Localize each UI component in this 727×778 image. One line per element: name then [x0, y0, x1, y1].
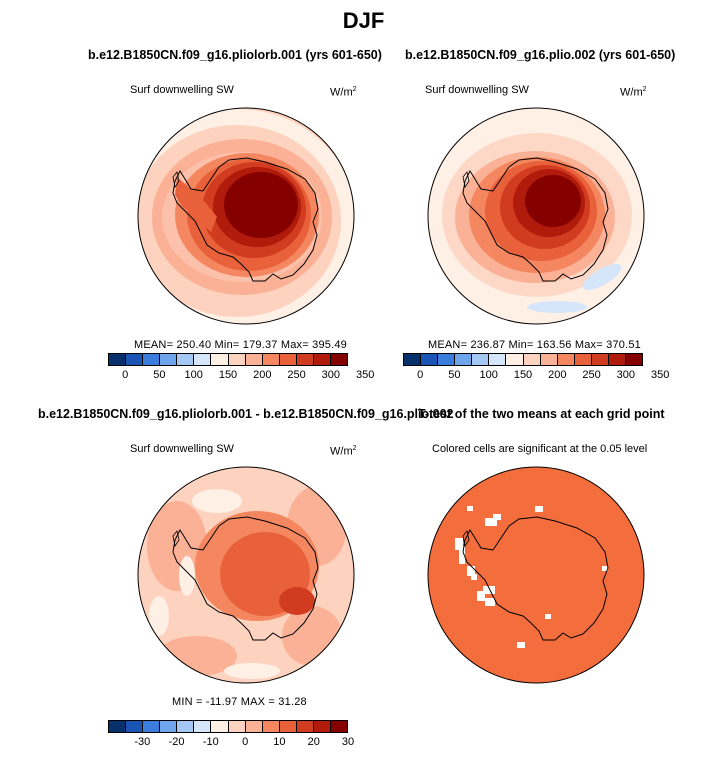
colorbar-swatch: [626, 354, 643, 365]
colorbar-3-swatches: [108, 720, 348, 733]
colorbar-tick-label: 150: [513, 369, 533, 381]
colorbar-swatch: [109, 721, 127, 732]
colorbar-swatch: [489, 354, 507, 365]
panel-2-map: [427, 107, 645, 325]
colorbar-swatch: [143, 721, 161, 732]
colorbar-tick-label: -30: [134, 736, 151, 748]
panel-3-units: W/m2: [330, 445, 357, 458]
panel-1-title: b.e12.B1850CN.f09_g16.pliolorb.001 (yrs …: [88, 48, 382, 62]
colorbar-swatch: [228, 354, 246, 365]
colorbar-3: -30 -20 -10 0 10 20 30: [108, 720, 354, 748]
panel-2-units: W/m2: [620, 86, 647, 99]
colorbar-tick-label: 20: [307, 736, 320, 748]
colorbar-swatch: [262, 354, 280, 365]
colorbar-swatch: [331, 354, 348, 365]
colorbar-tick-label: 50: [153, 369, 166, 381]
colorbar-2-ticks: 0 50 100 150 200 250 300 350: [403, 366, 669, 381]
panel-2-stats: MEAN= 236.87 Min= 163.56 Max= 370.51: [428, 339, 641, 351]
colorbar-swatch: [143, 354, 161, 365]
colorbar-tick-label: 200: [548, 369, 567, 381]
colorbar-swatch: [211, 721, 229, 732]
colorbar-tick-label: -10: [202, 736, 219, 748]
panel-1-map: [137, 107, 355, 325]
panel-2-variable-label: Surf downwelling SW: [425, 84, 529, 96]
colorbar-tick-label: 10: [273, 736, 286, 748]
panel-4-map: [427, 466, 645, 684]
colorbar-2: 0 50 100 150 200 250 300 350: [403, 353, 669, 381]
panel-1-variable-label: Surf downwelling SW: [130, 84, 234, 96]
panel-1-stats: MEAN= 250.40 Min= 179.37 Max= 395.49: [134, 339, 347, 351]
colorbar-swatch: [296, 721, 314, 732]
colorbar-tick-label: 350: [355, 369, 375, 381]
colorbar-swatch: [126, 721, 144, 732]
colorbar-swatch: [279, 354, 297, 365]
colorbar-swatch: [160, 721, 178, 732]
panel-4-variable-label: Colored cells are significant at the 0.0…: [432, 443, 648, 455]
colorbar-3-ticks: -30 -20 -10 0 10 20 30: [108, 733, 354, 748]
colorbar-swatch: [404, 354, 422, 365]
panel-3-stats: MIN = -11.97 MAX = 31.28: [172, 696, 307, 708]
colorbar-tick-label: 350: [650, 369, 670, 381]
colorbar-tick-label: 250: [287, 369, 306, 381]
panel-3-variable-label: Surf downwelling SW: [130, 443, 234, 455]
colorbar-tick-label: 100: [184, 369, 203, 381]
colorbar-swatch: [109, 354, 127, 365]
colorbar-swatch: [557, 354, 575, 365]
colorbar-swatch: [313, 721, 332, 732]
colorbar-1-swatches: [108, 353, 348, 366]
colorbar-2-swatches: [403, 353, 643, 366]
colorbar-swatch: [438, 354, 456, 365]
colorbar-swatch: [177, 354, 195, 365]
colorbar-tick-label: 30: [341, 736, 355, 748]
colorbar-tick-label: -20: [168, 736, 185, 748]
colorbar-tick-label: 0: [417, 369, 424, 381]
colorbar-tick-label: 200: [253, 369, 272, 381]
colorbar-swatch: [421, 354, 439, 365]
panel-1-units: W/m2: [330, 86, 357, 99]
colorbar-swatch: [177, 721, 195, 732]
colorbar-swatch: [523, 354, 541, 365]
colorbar-swatch: [472, 354, 490, 365]
colorbar-swatch: [211, 354, 229, 365]
colorbar-swatch: [194, 721, 212, 732]
colorbar-tick-label: 250: [582, 369, 601, 381]
colorbar-swatch: [279, 721, 297, 732]
colorbar-swatch: [591, 354, 609, 365]
colorbar-1: 0 50 100 150 200 250 300 350: [108, 353, 374, 381]
colorbar-tick-label: 0: [122, 369, 129, 381]
colorbar-swatch: [313, 354, 332, 365]
main-title: DJF: [342, 8, 385, 33]
colorbar-swatch: [245, 354, 263, 365]
colorbar-swatch: [608, 354, 627, 365]
colorbar-swatch: [194, 354, 212, 365]
colorbar-swatch: [540, 354, 558, 365]
colorbar-swatch: [506, 354, 524, 365]
colorbar-swatch: [574, 354, 592, 365]
panel-2-title: b.e12.B1850CN.f09_g16.plio.002 (yrs 601-…: [405, 48, 676, 62]
colorbar-tick-label: 50: [448, 369, 461, 381]
colorbar-tick-label: 150: [218, 369, 238, 381]
colorbar-swatch: [228, 721, 246, 732]
panel-4-title: T-test of the two means at each grid poi…: [418, 407, 665, 421]
colorbar-tick-label: 100: [479, 369, 498, 381]
colorbar-swatch: [245, 721, 263, 732]
colorbar-tick-label: 300: [321, 369, 341, 381]
colorbar-tick-label: 0: [242, 736, 249, 748]
panel-3-map: [137, 466, 355, 684]
colorbar-swatch: [296, 354, 314, 365]
colorbar-swatch: [455, 354, 473, 365]
colorbar-tick-label: 300: [616, 369, 636, 381]
colorbar-swatch: [160, 354, 178, 365]
colorbar-swatch: [126, 354, 144, 365]
colorbar-swatch: [262, 721, 280, 732]
colorbar-swatch: [331, 721, 348, 732]
colorbar-1-ticks: 0 50 100 150 200 250 300 350: [108, 366, 374, 381]
panel-3-title: b.e12.B1850CN.f09_g16.pliolorb.001 - b.e…: [38, 407, 454, 421]
